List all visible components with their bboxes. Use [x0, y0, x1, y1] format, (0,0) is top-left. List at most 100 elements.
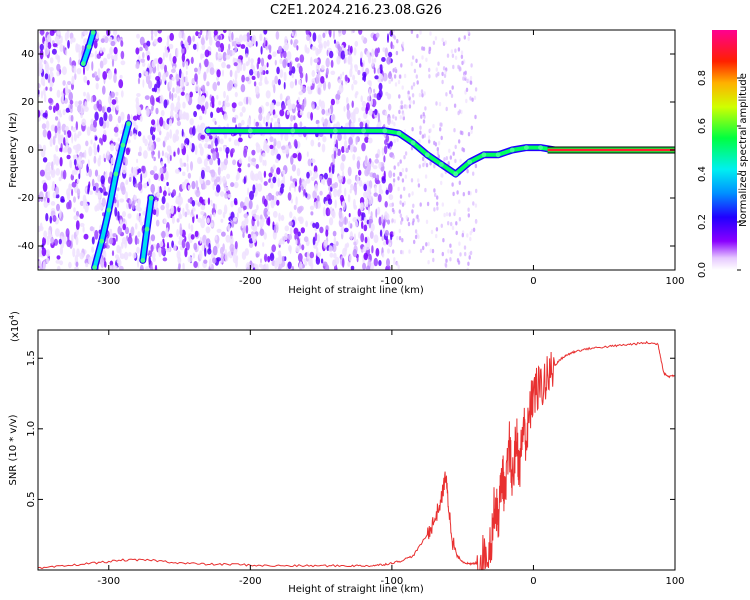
noise-speckle — [291, 103, 296, 110]
noise-speckle — [113, 46, 118, 55]
noise-speckle — [387, 142, 390, 149]
noise-speckle — [416, 33, 419, 39]
noise-speckle — [464, 251, 467, 257]
noise-speckle — [148, 256, 151, 265]
noise-speckle — [284, 42, 289, 51]
noise-speckle — [143, 150, 148, 159]
noise-speckle — [306, 151, 309, 158]
noise-speckle — [275, 31, 280, 40]
noise-speckle — [346, 102, 350, 111]
noise-speckle — [205, 179, 211, 186]
noise-speckle — [223, 113, 228, 121]
noise-speckle — [243, 213, 249, 219]
noise-speckle — [187, 172, 192, 179]
noise-speckle — [367, 161, 371, 172]
noise-speckle — [344, 74, 348, 82]
noise-speckle — [129, 130, 133, 137]
noise-speckle — [52, 76, 55, 83]
noise-speckle — [259, 228, 265, 236]
noise-speckle — [119, 74, 123, 79]
noise-speckle — [325, 229, 329, 237]
noise-speckle — [270, 149, 275, 156]
noise-speckle — [310, 85, 314, 91]
noise-speckle — [401, 105, 404, 110]
noise-speckle — [119, 246, 122, 256]
noise-speckle — [222, 175, 227, 184]
noise-speckle — [269, 144, 274, 150]
noise-speckle — [140, 173, 143, 184]
noise-speckle — [200, 178, 204, 184]
noise-speckle — [148, 178, 151, 185]
noise-speckle — [212, 81, 218, 92]
noise-speckle — [369, 80, 372, 88]
noise-speckle — [293, 204, 297, 211]
noise-speckle — [230, 200, 234, 208]
noise-speckle — [388, 170, 393, 179]
noise-speckle — [376, 92, 382, 101]
noise-speckle — [252, 224, 258, 232]
noise-speckle — [347, 166, 352, 177]
noise-speckle — [401, 178, 405, 183]
noise-speckle — [300, 227, 305, 234]
top-x-axis: -300 -200 -100 0 100 — [97, 30, 685, 287]
noise-speckle — [305, 73, 308, 83]
noise-speckle — [158, 188, 163, 194]
noise-speckle — [147, 134, 152, 140]
noise-speckle — [434, 192, 437, 198]
noise-speckle — [291, 73, 294, 78]
noise-speckle — [429, 161, 432, 166]
noise-speckle — [164, 45, 167, 52]
noise-speckle — [186, 209, 190, 215]
noise-speckle — [159, 240, 164, 248]
noise-speckle — [97, 68, 101, 78]
noise-speckle — [324, 118, 328, 127]
noise-speckle — [206, 68, 209, 74]
noise-speckle — [38, 109, 41, 118]
noise-speckle — [156, 125, 161, 133]
noise-speckle — [340, 226, 345, 235]
noise-speckle — [210, 111, 214, 119]
noise-speckle — [61, 66, 67, 76]
noise-speckle — [176, 47, 179, 58]
noise-speckle — [106, 237, 109, 247]
noise-speckle — [121, 124, 124, 129]
noise-speckle — [233, 62, 238, 67]
noise-speckle — [240, 119, 245, 126]
noise-speckle — [57, 30, 61, 36]
trace-point — [148, 195, 154, 201]
noise-speckle — [340, 50, 346, 60]
noise-speckle — [73, 132, 77, 142]
noise-speckle — [223, 90, 226, 99]
noise-speckle — [79, 213, 84, 219]
noise-speckle — [75, 143, 81, 150]
noise-speckle — [192, 43, 197, 50]
noise-speckle — [177, 95, 180, 103]
noise-speckle — [260, 57, 265, 67]
noise-speckle — [326, 39, 330, 47]
noise-speckle — [47, 197, 50, 203]
noise-speckle — [312, 236, 316, 246]
noise-speckle — [421, 46, 424, 51]
noise-speckle — [103, 57, 108, 65]
noise-speckle — [195, 180, 199, 190]
noise-speckle — [450, 49, 454, 54]
noise-speckle — [256, 204, 259, 211]
y-tick-label: 1.5 — [26, 350, 37, 366]
noise-speckle — [265, 101, 270, 107]
noise-speckle — [374, 158, 380, 164]
noise-speckle — [210, 222, 214, 228]
noise-speckle — [384, 229, 389, 237]
colorbar: 0.00.20.40.60.8 Normalized spectral ampl… — [697, 30, 749, 278]
noise-speckle — [306, 251, 310, 260]
noise-speckle — [104, 261, 107, 268]
noise-speckle — [184, 247, 188, 258]
noise-speckle — [381, 252, 385, 258]
noise-speckle — [237, 207, 242, 214]
noise-speckle — [251, 173, 256, 181]
noise-speckle — [136, 33, 140, 39]
noise-speckle — [71, 234, 74, 243]
noise-speckle — [417, 178, 420, 183]
noise-speckle — [127, 113, 131, 122]
noise-speckle — [368, 206, 370, 215]
